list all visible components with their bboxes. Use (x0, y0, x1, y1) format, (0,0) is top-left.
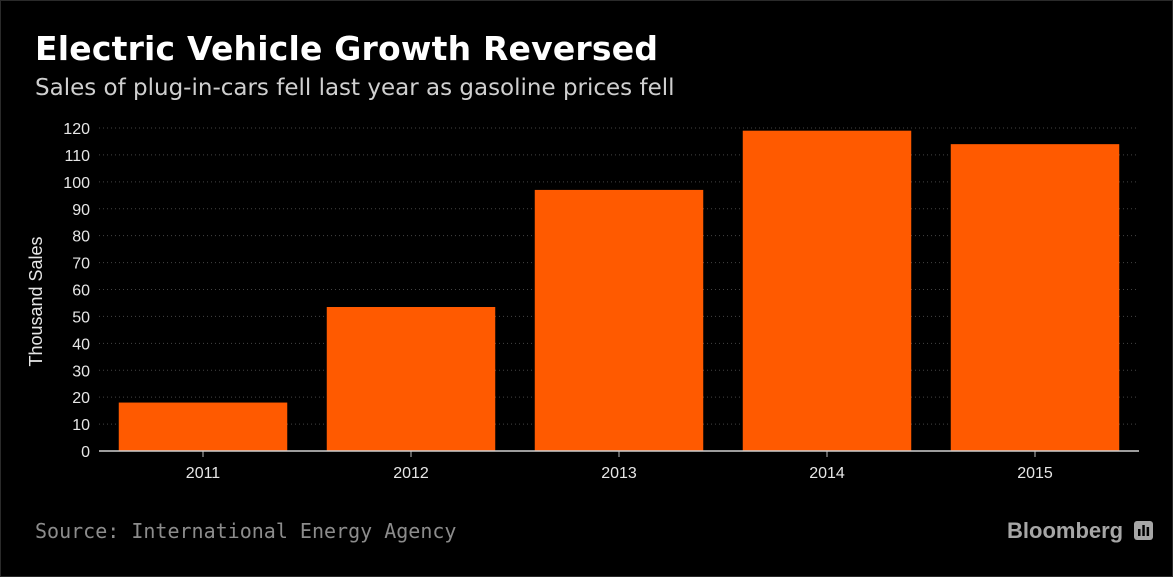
x-tick-label: 2012 (393, 465, 429, 482)
bar-2012 (326, 306, 496, 451)
y-tick-label: 10 (72, 417, 90, 434)
y-tick-label: 40 (72, 336, 90, 353)
chart-subtitle: Sales of plug-in-cars fell last year as … (35, 75, 675, 101)
y-tick-label: 60 (72, 283, 90, 300)
y-tick-label: 20 (72, 390, 90, 407)
chart-title: Electric Vehicle Growth Reversed (35, 29, 659, 68)
x-tick-label: 2013 (601, 465, 637, 482)
y-tick-label: 80 (72, 229, 90, 246)
bar-2015 (950, 144, 1120, 451)
y-tick-label: 0 (81, 444, 90, 461)
x-tick-label: 2015 (1017, 465, 1053, 482)
bar-2011 (118, 402, 288, 451)
y-tick-label: 70 (72, 256, 90, 273)
y-tick-label: 100 (63, 175, 90, 192)
x-tick-label: 2011 (186, 465, 221, 482)
y-tick-label: 110 (64, 148, 90, 165)
y-axis-title: Thousand Sales (26, 236, 46, 366)
y-tick-label: 120 (63, 121, 90, 138)
y-tick-label: 90 (72, 202, 90, 219)
y-tick-label: 50 (72, 309, 90, 326)
bar-2013 (534, 189, 704, 452)
brand-logo-text: Bloomberg (1007, 518, 1124, 543)
x-tick-label: 2014 (809, 465, 845, 482)
bloomberg-bar-chart-icon (1134, 521, 1153, 540)
bar-2014 (742, 130, 912, 452)
source-note: Source: International Energy Agency (35, 519, 457, 543)
y-tick-label: 30 (72, 363, 90, 380)
